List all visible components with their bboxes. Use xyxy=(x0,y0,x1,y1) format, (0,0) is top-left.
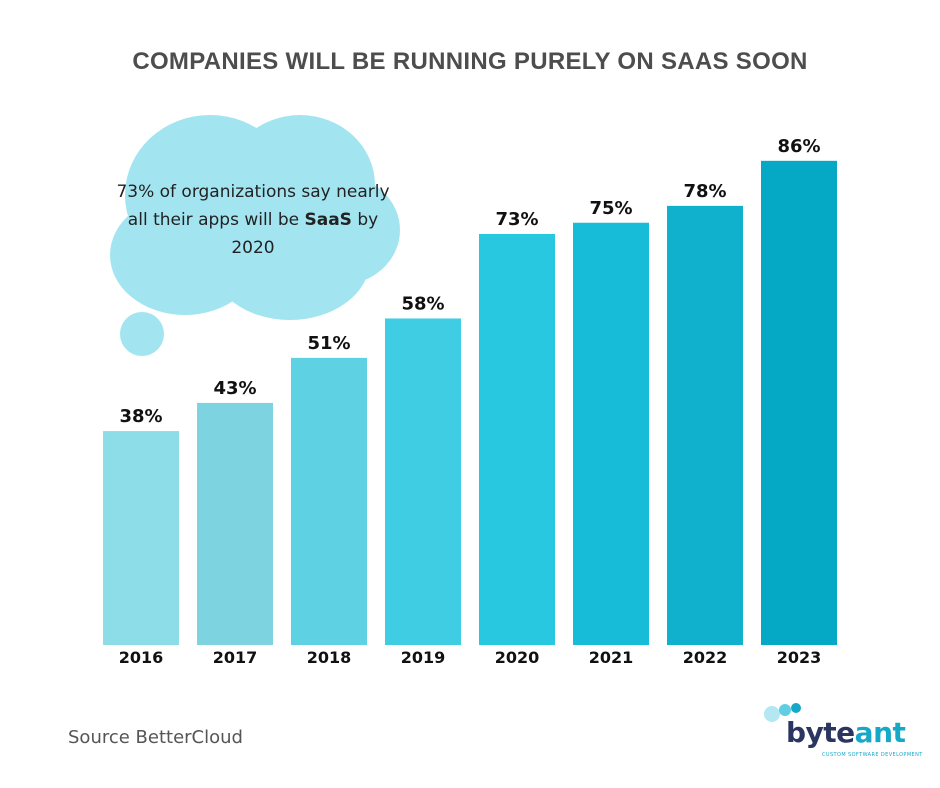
value-label-2020: 73% xyxy=(495,209,538,230)
x-tick-label-2022: 2022 xyxy=(683,648,728,667)
value-label-2016: 38% xyxy=(119,406,162,427)
annotation-text: 73% of organizations say nearly all thei… xyxy=(116,182,390,258)
bar-chart: 38% 2016 43% 2017 51% 2018 58% 2019 73% 2020 75% 20… xyxy=(103,136,837,667)
x-tick-label-2020: 2020 xyxy=(495,648,540,667)
thought-bubble xyxy=(110,115,400,356)
x-tick-label-2019: 2019 xyxy=(401,648,446,667)
value-label-2017: 43% xyxy=(213,378,256,399)
logo-tagline: CUSTOM SOFTWARE DEVELOPMENT xyxy=(822,752,923,758)
bar-2018 xyxy=(291,357,367,645)
logo-wordmark: byteant xyxy=(786,716,906,749)
value-label-2021: 75% xyxy=(589,198,632,219)
x-tick-label-2023: 2023 xyxy=(777,648,822,667)
x-tick-label-2016: 2016 xyxy=(119,648,164,667)
bar-2017 xyxy=(197,402,273,645)
value-label-2023: 86% xyxy=(777,136,820,157)
chart-title: COMPANIES WILL BE RUNNING PURELY ON SAAS… xyxy=(132,48,808,75)
bar-2019 xyxy=(385,318,461,645)
bar-2022 xyxy=(667,205,743,646)
value-label-2018: 51% xyxy=(307,333,350,354)
x-tick-label-2021: 2021 xyxy=(589,648,634,667)
x-tick-label-2018: 2018 xyxy=(307,648,352,667)
byteant-logo xyxy=(764,703,801,722)
bar-2016 xyxy=(103,431,179,645)
bar-2023 xyxy=(761,160,837,645)
bar-2021 xyxy=(573,222,649,645)
bar-2020 xyxy=(479,234,555,645)
x-tick-label-2017: 2017 xyxy=(213,648,258,667)
value-label-2022: 78% xyxy=(683,181,726,202)
source-label: Source BetterCloud xyxy=(68,727,243,748)
value-label-2019: 58% xyxy=(401,293,444,314)
